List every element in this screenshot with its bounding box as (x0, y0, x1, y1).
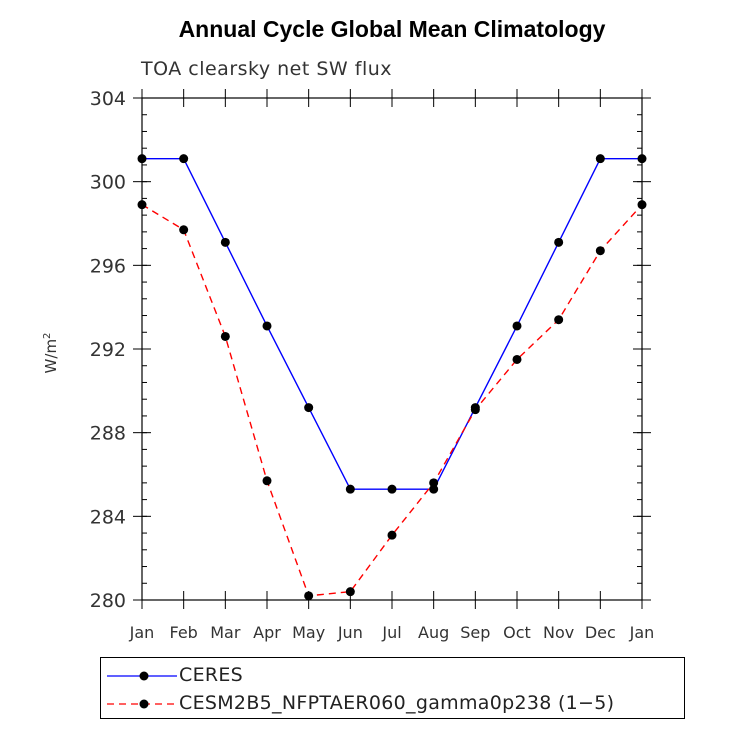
data-point (387, 530, 397, 540)
legend-item-ceres: CERES (101, 662, 686, 690)
x-tick-label: Mar (210, 623, 241, 642)
data-point (387, 484, 397, 494)
data-point (179, 154, 189, 164)
data-point (220, 331, 230, 341)
legend-item-cesm: CESM2B5_NFPTAER060_gamma0p238 (1−5) (101, 690, 686, 718)
x-tick-label: Jan (129, 623, 155, 642)
x-tick-label: Feb (170, 623, 198, 642)
y-tick-label: 292 (90, 339, 126, 361)
series-ceres (137, 154, 647, 494)
legend-swatch-ceres (107, 671, 177, 681)
data-point (262, 321, 272, 331)
series-line (142, 157, 642, 490)
data-point (429, 478, 439, 488)
data-point (637, 154, 647, 164)
x-tick-label: Jul (381, 623, 401, 642)
data-point (512, 321, 522, 331)
legend-swatch-cesm (107, 699, 177, 709)
y-tick-label: 300 (90, 172, 126, 194)
data-point (512, 354, 522, 364)
x-tick-label: Aug (418, 623, 449, 642)
x-tick-label: Dec (585, 623, 616, 642)
data-point (137, 154, 147, 164)
data-point (345, 587, 355, 597)
x-tick-label: Jan (629, 623, 655, 642)
chart-title: Annual Cycle Global Mean Climatology (178, 16, 606, 42)
x-tick-label: Jun (337, 623, 363, 642)
y-tick-label: 304 (90, 88, 126, 110)
x-tick-label: May (292, 623, 325, 642)
data-point (554, 237, 564, 247)
y-tick-label: 288 (90, 423, 126, 445)
data-point (262, 476, 272, 486)
data-point (637, 200, 647, 210)
data-point (220, 237, 230, 247)
data-point (595, 154, 605, 164)
data-point (179, 225, 189, 235)
legend-label-ceres: CERES (179, 664, 244, 686)
data-point (595, 246, 605, 256)
data-point (137, 200, 147, 210)
data-point (345, 484, 355, 494)
chart-subtitle: TOA clearsky net SW flux (141, 58, 393, 80)
x-tick-label: Oct (503, 623, 531, 642)
series-cesm (137, 200, 647, 601)
y-tick-label: 280 (90, 590, 126, 612)
data-point (304, 591, 314, 601)
x-tick-label: Apr (253, 623, 281, 642)
legend-label-cesm: CESM2B5_NFPTAER060_gamma0p238 (1−5) (179, 692, 615, 714)
x-axis: Jan Feb Mar Apr May Jun Jul Aug Sep Oct Nov Dec Jan (129, 89, 655, 642)
x-tick-label: Nov (543, 623, 574, 642)
data-point (470, 405, 480, 415)
y-tick-label: 284 (90, 506, 126, 528)
data-point (554, 315, 564, 325)
x-tick-label: Sep (460, 623, 490, 642)
plot-frame (141, 97, 643, 601)
y-tick-label: 296 (90, 255, 126, 277)
data-point (304, 403, 314, 413)
data-point (429, 484, 439, 494)
legend: CERES CESM2B5_NFPTAER060_gamma0p238 (1−5… (100, 657, 685, 719)
y-axis: 280 284 288 292 296 300 304 (90, 88, 651, 612)
